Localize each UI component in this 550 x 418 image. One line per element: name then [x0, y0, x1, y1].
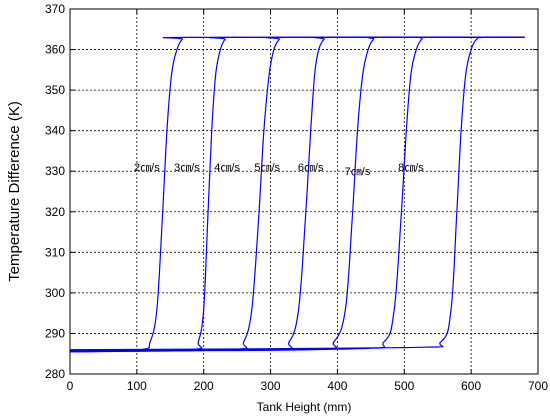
- y-tick-label: 360: [45, 43, 65, 57]
- x-tick-label: 0: [67, 379, 74, 393]
- x-tick-label: 500: [394, 379, 414, 393]
- series-line-2: [69, 36, 525, 353]
- y-tick-label: 290: [45, 326, 65, 340]
- plot-frame: [69, 8, 539, 375]
- curve-label: 6㎝/s: [298, 162, 324, 174]
- curve-label: 5㎝/s: [254, 162, 280, 174]
- x-tick-label: 700: [528, 379, 548, 393]
- y-tick-label: 340: [45, 124, 65, 138]
- x-axis-title: Tank Height (mm): [257, 400, 352, 414]
- y-tick-label: 350: [45, 83, 65, 97]
- y-tick-label: 370: [45, 2, 65, 16]
- series-layer: [69, 36, 525, 353]
- grid: [70, 9, 538, 374]
- x-tick-label: 300: [261, 379, 281, 393]
- series-line-1: [69, 36, 525, 353]
- series-line-3: [69, 36, 525, 353]
- y-tick-label: 310: [45, 245, 65, 259]
- y-tick-label: 300: [45, 286, 65, 300]
- curve-label: 3㎝/s: [174, 162, 200, 174]
- series-line-6: [69, 36, 525, 352]
- curve-label: 8㎝/s: [398, 162, 424, 174]
- x-tick-label: 100: [127, 379, 147, 393]
- ticks: 0 100 200 300 400 500 600 700 280 290 300 310 320 330…: [45, 2, 548, 393]
- y-tick-label: 280: [45, 367, 65, 381]
- curve-label: 7㎝/s: [345, 166, 371, 178]
- x-tick-label: 400: [327, 379, 347, 393]
- series-line-7: [69, 36, 525, 351]
- curve-label: 4㎝/s: [214, 162, 240, 174]
- curve-label: 2㎝/s: [134, 162, 160, 174]
- annotations: 2㎝/s 3㎝/s 4㎝/s 5㎝/s 6㎝/s 7㎝/s 8㎝/s: [134, 162, 424, 178]
- y-tick-label: 320: [45, 205, 65, 219]
- x-tick-label: 200: [194, 379, 214, 393]
- x-tick-label: 600: [461, 379, 481, 393]
- y-axis-title: Temperature Difference (K): [6, 101, 23, 282]
- y-tick-label: 330: [45, 164, 65, 178]
